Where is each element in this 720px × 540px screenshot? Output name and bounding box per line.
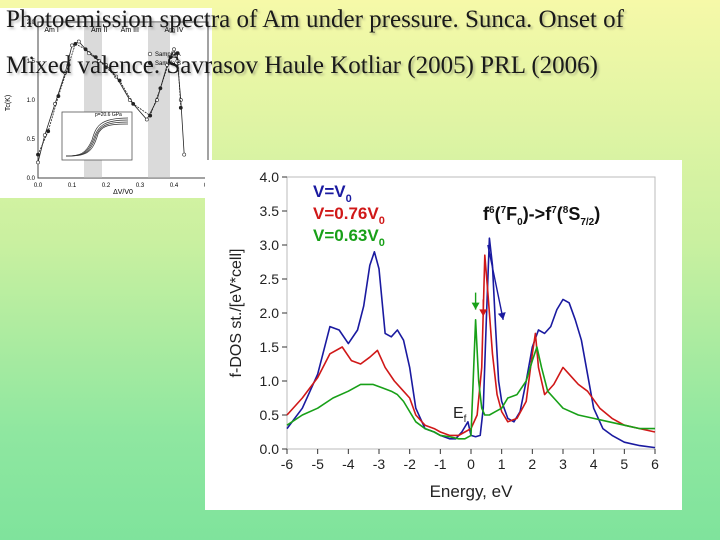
inset-data-point	[70, 43, 74, 48]
inset-y-tick-label: 1.0	[27, 98, 36, 104]
inset-data-point	[93, 55, 98, 60]
main-x-tick-label: 3	[559, 456, 567, 472]
inset-data-point	[83, 47, 88, 52]
transition-arrow-head	[497, 312, 506, 320]
main-x-tick-label: 0	[467, 456, 475, 472]
main-x-tick-label: 6	[651, 456, 659, 472]
inset-data-point	[127, 98, 132, 102]
main-x-tick-label: -1	[434, 456, 447, 472]
main-xlabel: Energy, eV	[430, 482, 514, 501]
inset-legend-label: Sample A	[155, 52, 181, 58]
inset-ylabel: Tc(K)	[5, 95, 12, 111]
main-chart: -6 -5 -4 -3 -2 -1 0 1 2 3 4 5 6 0.0 0.5 1.0 1.5 2.0 2.5 3.0…	[228, 169, 659, 501]
inset-phase-label: Am III	[121, 27, 139, 34]
inset-data-point	[172, 47, 176, 52]
inset-series-line	[37, 43, 182, 155]
main-y-tick-label: 1.5	[260, 339, 280, 355]
inset-series-line	[37, 40, 185, 163]
main-series-line	[286, 237, 656, 449]
inset-data-point	[42, 133, 47, 138]
main-y-tick-label: 4.0	[260, 169, 280, 185]
main-legend-label: V=V0	[313, 182, 352, 205]
main-x-tick-label: -5	[311, 456, 324, 472]
main-x-tick-label: -6	[281, 456, 294, 472]
inset-data-point	[117, 78, 122, 83]
main-chart-panel: -6 -5 -4 -3 -2 -1 0 1 2 3 4 5 6 0.0 0.5 1.0 1.5 2.0 2.5 3.0…	[205, 160, 682, 510]
main-x-tick-label: 2	[528, 456, 536, 472]
main-series-line	[286, 254, 656, 437]
main-x-tick-label: 4	[590, 456, 598, 472]
inset-phase-label: Am IV	[164, 27, 183, 34]
main-y-tick-label: 2.5	[260, 271, 280, 287]
main-x-tick-label: -3	[373, 456, 386, 472]
main-y-tick-label: 0.5	[260, 407, 280, 423]
inset-data-point	[104, 65, 108, 70]
inset-data-point	[36, 152, 40, 157]
inset-data-point	[131, 102, 136, 106]
inset-data-point	[46, 129, 51, 134]
main-y-tick-label: 1.0	[260, 373, 280, 389]
inset-x-tick-label: 0.4	[170, 183, 179, 189]
main-x-tick-label: 5	[620, 456, 628, 472]
slide-title-line-1: Photoemission spectra of Am under pressu…	[6, 6, 624, 33]
inset-phase-label: Am I	[44, 27, 58, 34]
inset-plot-frame	[37, 21, 209, 179]
transition-arrow-head	[479, 309, 488, 317]
transition-arrow-line	[487, 244, 504, 320]
main-y-tick-label: 3.5	[260, 203, 280, 219]
main-legend-label: V=0.76V0	[313, 204, 385, 227]
inset-data-point	[178, 98, 183, 102]
main-legend-label: V=0.63V0	[313, 226, 385, 249]
inset-data-point	[168, 55, 173, 60]
inset-legend-marker	[147, 51, 153, 57]
transition-annotation: f6(7F0)->f7(8S7/2)	[483, 204, 600, 228]
slide-title-line-2: Mixed valence. Savrasov Haule Kotliar (2…	[6, 52, 598, 79]
inset-data-point	[144, 117, 149, 122]
inset-xlabel: ΔV/V0	[113, 189, 133, 196]
inset-sub-label: p=20.6 GPa	[95, 112, 122, 118]
main-x-tick-label: 1	[498, 456, 506, 472]
main-x-tick-label: -2	[403, 456, 416, 472]
inset-data-point	[182, 152, 187, 157]
inset-data-point	[56, 94, 61, 99]
transition-arrow-head	[471, 302, 480, 310]
inset-y-tick-label: 1.5	[27, 59, 36, 65]
inset-data-point	[114, 74, 119, 79]
inset-data-point	[178, 105, 183, 110]
inset-x-tick-label: 0.2	[102, 183, 111, 189]
main-x-tick-label: -4	[342, 456, 355, 472]
main-y-tick-label: 3.0	[260, 237, 280, 253]
transition-arrows	[471, 244, 506, 320]
inset-data-point	[148, 113, 153, 118]
inset-phase-label: Am II	[91, 27, 107, 34]
inset-x-tick-label: 0.3	[136, 183, 145, 189]
inset-data-point	[66, 63, 71, 67]
inset-sub-inset: p=20.6 GPa	[61, 111, 133, 161]
inset-x-tick-label: 0.0	[34, 183, 43, 189]
inset-data-point	[175, 51, 180, 56]
inset-phase-band-2	[148, 22, 170, 178]
main-y-tick-label: 0.0	[260, 441, 280, 457]
main-series-line	[286, 319, 655, 440]
inset-x-tick-label: 0.1	[68, 183, 77, 189]
inset-legend-marker	[147, 60, 153, 66]
main-ylabel: f-DOS st./[eV*cell]	[228, 249, 245, 378]
inset-y-tick-label: 0.0	[27, 176, 36, 182]
inset-y-tick-label: 0.5	[27, 137, 36, 143]
fermi-label: Ef	[453, 405, 467, 425]
inset-y-tick-label: 2.0	[27, 20, 36, 26]
inset-data-point	[76, 39, 81, 44]
inset-data-point	[158, 86, 163, 91]
inset-chart: p=20.6 GPa Am I Am II Am III Am IV Sample A…	[5, 20, 213, 196]
inset-data-point	[53, 102, 57, 106]
main-y-tick-label: 2.0	[260, 305, 280, 321]
inset-data-point	[36, 160, 40, 165]
inset-chart-panel: p=20.6 GPa Am I Am II Am III Am IV Sample A…	[0, 8, 213, 198]
inset-data-point	[73, 41, 78, 46]
